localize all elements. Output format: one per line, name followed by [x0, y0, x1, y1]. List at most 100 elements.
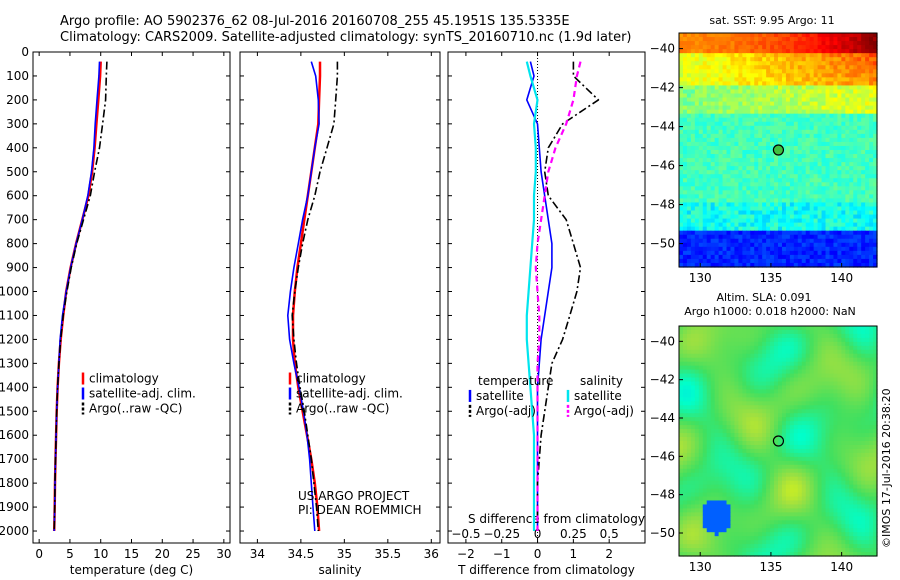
map-cell [805, 93, 811, 99]
map-cell [686, 397, 692, 402]
map-cell [770, 81, 775, 87]
map-cell [762, 409, 767, 414]
map-cell [686, 357, 692, 363]
map-cell [766, 385, 771, 391]
map-cell [857, 45, 862, 50]
map-cell [865, 429, 870, 434]
map-cell [865, 357, 870, 363]
map-cell [825, 405, 831, 410]
map-cell [789, 190, 795, 195]
map-cell [789, 337, 795, 343]
map-cell [726, 258, 732, 264]
map-cell [702, 37, 708, 42]
map-cell [829, 178, 835, 183]
map-cell [865, 137, 870, 143]
map-cell [730, 385, 736, 391]
map-cell [833, 385, 838, 391]
map-cell [793, 117, 799, 123]
map-cell [785, 444, 791, 450]
map-cell [710, 397, 716, 402]
map-cell [706, 421, 712, 426]
map-cell [789, 81, 795, 87]
map-cell [873, 385, 878, 391]
map-cell [785, 37, 791, 42]
map-cell [750, 381, 755, 387]
depth-tick-label: 400 [6, 141, 29, 155]
map-cell [710, 57, 716, 62]
map-cell [785, 421, 791, 426]
map-cell [865, 353, 870, 359]
map-cell [813, 258, 819, 264]
map-cell [793, 101, 799, 107]
map-cell [845, 226, 850, 232]
map-cell [714, 113, 720, 119]
map-cell [694, 385, 700, 391]
map-cell [778, 125, 783, 131]
map-cell [873, 389, 878, 395]
map-cell [809, 53, 815, 58]
map-cell [702, 329, 708, 335]
map-cell [722, 150, 728, 155]
map-cell [758, 262, 763, 268]
map-cell [690, 226, 696, 232]
map-cell [706, 190, 712, 195]
map-cell [738, 145, 743, 151]
map-cell [738, 198, 743, 204]
map-cell [793, 33, 799, 38]
map-cell [738, 230, 743, 236]
map-cell [781, 389, 787, 395]
map-cell [845, 129, 850, 135]
map-cell [813, 141, 819, 147]
map-cell [698, 421, 704, 426]
depth-tick-label: 0 [21, 45, 29, 59]
map-cell [801, 97, 807, 103]
map-cell [694, 141, 700, 147]
map-cell [766, 357, 771, 363]
map-cell [774, 361, 779, 367]
map-cell [758, 65, 763, 70]
map-cell [809, 444, 815, 450]
map-cell [686, 190, 692, 195]
map-cell [774, 326, 779, 331]
map-cell [679, 61, 684, 66]
map-cell [821, 385, 827, 391]
map-cell [821, 441, 827, 446]
map-cell [694, 125, 700, 131]
map-cell [702, 129, 708, 135]
map-cell [841, 97, 846, 103]
map-cell [770, 464, 775, 470]
map-cell [778, 377, 783, 383]
map-cell [682, 150, 688, 155]
map-cell [722, 373, 728, 379]
map-cell [841, 250, 846, 256]
map-cell [873, 166, 878, 171]
map-cell [841, 33, 846, 38]
map-cell [853, 198, 858, 204]
map-cell [845, 194, 850, 200]
map-cell [793, 45, 799, 50]
map-cell [738, 222, 743, 228]
map-cell [730, 262, 736, 268]
map-cell [801, 222, 807, 228]
map-cell [829, 222, 835, 228]
map-cell [746, 365, 751, 371]
map-cell [758, 198, 763, 204]
map-cell [730, 65, 736, 70]
map-cell [758, 137, 763, 143]
map-cell [841, 333, 846, 339]
map-cell [758, 45, 763, 50]
difference-series-line [534, 61, 582, 531]
map-cell [841, 226, 846, 232]
map-cell [861, 174, 866, 179]
map-cell [809, 254, 815, 260]
map-cell [833, 421, 838, 426]
map-cell [825, 198, 831, 204]
map-cell [686, 154, 692, 159]
map-cell [734, 421, 739, 426]
map-cell [682, 69, 688, 74]
map-cell [857, 246, 862, 252]
map-cell [774, 329, 779, 335]
map-cell [682, 145, 688, 151]
map-cell [793, 389, 799, 395]
map-cell [865, 326, 870, 331]
